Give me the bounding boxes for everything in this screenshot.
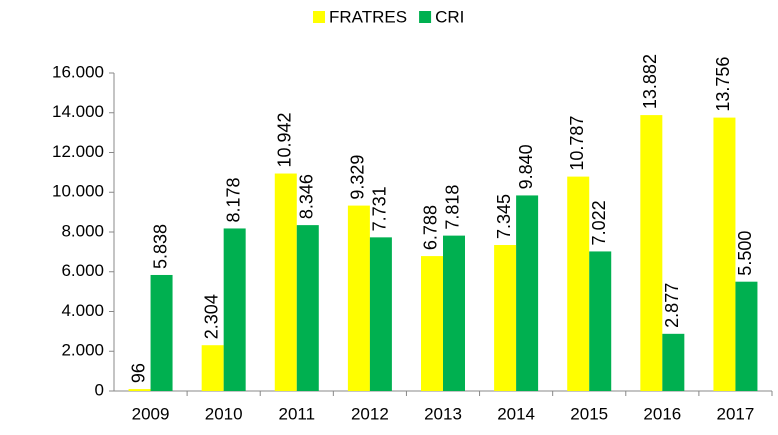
value-label: 2.304 — [201, 294, 221, 339]
bar — [421, 256, 443, 391]
legend-swatch — [419, 11, 432, 23]
x-tick-label: 2015 — [570, 404, 608, 423]
y-tick-label: 0 — [95, 380, 104, 399]
x-tick-label: 2014 — [497, 404, 535, 423]
value-label: 7.818 — [443, 185, 463, 230]
value-label: 7.345 — [494, 194, 514, 239]
bar — [589, 251, 612, 391]
value-label: 8.178 — [223, 177, 243, 222]
bar — [128, 389, 151, 391]
bar — [223, 228, 246, 391]
y-tick-label: 8.000 — [61, 221, 104, 240]
x-tick-label: 2016 — [643, 404, 681, 423]
value-label: 96 — [128, 363, 148, 383]
value-label: 13.756 — [713, 57, 733, 112]
x-tick-label: 2010 — [205, 404, 243, 423]
bar — [516, 195, 539, 391]
y-tick-label: 10.000 — [52, 182, 104, 201]
x-tick-label: 2012 — [351, 404, 389, 423]
legend-swatch — [313, 11, 325, 23]
value-label: 7.022 — [589, 200, 609, 245]
bar — [735, 281, 758, 391]
value-label: 10.787 — [567, 116, 587, 171]
value-label: 10.942 — [275, 112, 295, 167]
bar — [443, 235, 465, 391]
bar — [640, 115, 663, 392]
y-tick-label: 2.000 — [61, 341, 104, 360]
x-tick-label: 2009 — [132, 404, 170, 423]
bar — [713, 117, 736, 392]
value-label: 9.329 — [348, 155, 368, 200]
value-label: 8.346 — [297, 174, 317, 219]
legend-label: CRI — [435, 7, 464, 26]
bar — [662, 333, 685, 391]
x-tick-label: 2011 — [278, 404, 315, 423]
value-label: 9.840 — [516, 144, 536, 189]
value-label: 5.500 — [735, 231, 755, 276]
bar — [201, 345, 224, 391]
value-label: 2.877 — [662, 283, 682, 328]
x-tick-label: 2013 — [424, 404, 462, 423]
value-label: 5.838 — [150, 224, 170, 269]
bar — [274, 173, 297, 391]
bar — [567, 176, 590, 391]
y-tick-label: 14.000 — [52, 102, 104, 121]
bar — [296, 225, 319, 391]
value-label: 6.788 — [421, 205, 441, 250]
legend-label: FRATRES — [329, 7, 407, 26]
bar — [347, 205, 370, 391]
y-tick-label: 12.000 — [52, 142, 104, 161]
value-label: 7.731 — [370, 186, 390, 231]
value-label: 13.882 — [640, 54, 660, 109]
bar — [369, 237, 392, 391]
y-tick-label: 6.000 — [61, 261, 104, 280]
x-tick-label: 2017 — [717, 404, 755, 423]
y-tick-label: 4.000 — [61, 301, 104, 320]
bar — [150, 274, 173, 391]
bar — [494, 245, 517, 391]
y-tick-label: 16.000 — [52, 62, 104, 81]
